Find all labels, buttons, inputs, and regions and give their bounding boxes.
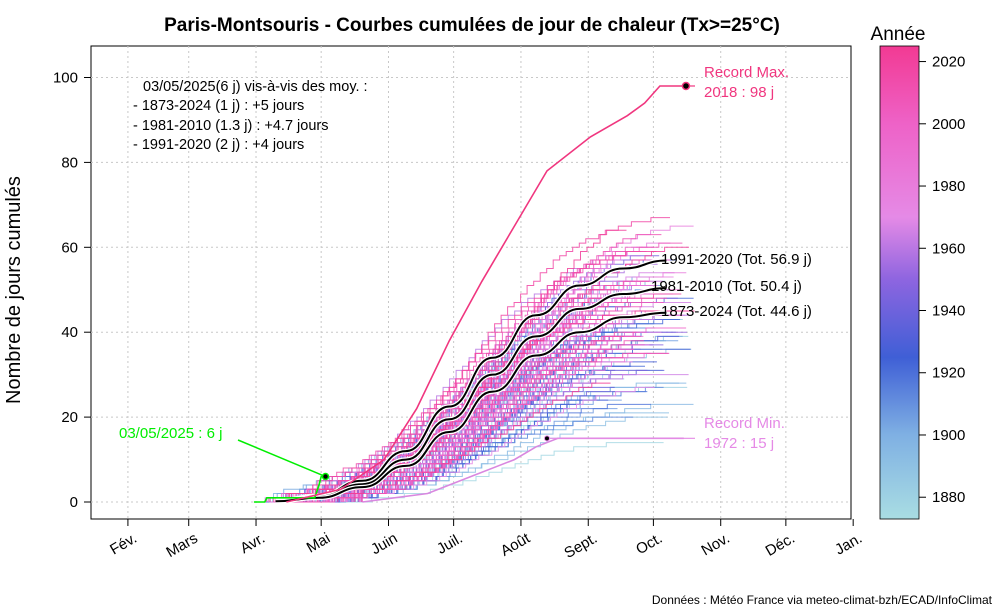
- current-marker: [321, 472, 330, 481]
- year-curve-1946: [347, 310, 671, 502]
- y-axis-label: Nombre de jours cumulés: [3, 176, 25, 404]
- year-curve-1997: [342, 314, 615, 502]
- current-leader: [237, 439, 326, 478]
- series-1873-2024: [275, 311, 667, 503]
- year-curve-1895: [305, 403, 694, 503]
- record-min-value: 1972 : 15 j: [704, 435, 774, 452]
- colorbar-tick-label-1920: 1920: [932, 365, 965, 382]
- plot-frame: [90, 45, 852, 520]
- series-label-1991-2020: 1991-2020 (Tot. 56.9 j): [661, 251, 812, 268]
- x-tick-label-8: Oct.: [633, 530, 665, 558]
- record-min-marker: [544, 435, 550, 442]
- series-2018: [286, 85, 684, 503]
- colorbar-tick-label-1900: 1900: [932, 427, 965, 444]
- record-max-value: 2018 : 98 j: [704, 84, 774, 101]
- summary-line-2: - 1981-2010 (1.3 j) : +4.7 jours: [133, 118, 328, 134]
- record-min-label: Record Min.: [704, 415, 785, 432]
- colorbar-tick-label-2020: 2020: [932, 54, 965, 71]
- colorbar-title: Année: [871, 24, 926, 45]
- colorbar: Année 1880 1900 1920 1940 1960 1980 2000 2020: [871, 24, 965, 520]
- chart-title: Paris-Montsouris - Courbes cumulées de j…: [164, 15, 780, 36]
- year-curve-2024: [337, 382, 611, 502]
- record-max-label: Record Max.: [704, 64, 789, 81]
- colorbar-tick-label-1980: 1980: [932, 178, 965, 195]
- series-label-1873-2024: 1873-2024 (Tot. 44.6 j): [661, 303, 812, 320]
- x-tick-label-7: Sept.: [561, 530, 600, 562]
- x-tick-label-11: Jan.: [832, 530, 865, 559]
- current-annotation: 03/05/2025 : 6 j: [119, 425, 222, 442]
- x-tick-label-0: Fév.: [107, 530, 140, 559]
- summary-line-0: 03/05/2025(6 j) vis-à-vis des moy. :: [143, 79, 368, 95]
- x-tick-label-9: Nov.: [698, 530, 732, 560]
- yearly-curves: [264, 217, 695, 503]
- plot-area: [90, 45, 852, 520]
- series-curves: [253, 85, 684, 504]
- colorbar-tick-label-1960: 1960: [932, 240, 965, 257]
- x-tick-label-10: Déc.: [763, 530, 798, 560]
- y-tick-label-40: 40: [61, 324, 78, 341]
- x-tick-label-2: Avr.: [237, 530, 268, 558]
- x-tick-label-5: Juil.: [434, 530, 466, 558]
- y-tick-label-0: 0: [70, 494, 78, 511]
- y-tick-label-60: 60: [61, 239, 78, 256]
- year-curve-2011: [288, 331, 637, 503]
- x-tick-label-1: Mars: [163, 530, 200, 561]
- markers: [237, 81, 695, 481]
- colorbar-gradient: [879, 45, 920, 520]
- year-curve-2016: [266, 217, 670, 502]
- record-max-marker: [681, 81, 691, 91]
- series-labels: 1991-2020 (Tot. 56.9 j) 1981-2010 (Tot. …: [651, 251, 812, 320]
- summary-line-3: - 1991-2020 (2 j) : +4 jours: [133, 137, 304, 153]
- year-curve-1970: [283, 386, 655, 503]
- series-1981-2010: [275, 287, 667, 502]
- colorbar-tick-label-1940: 1940: [932, 303, 965, 320]
- x-tick-label-6: Août: [498, 529, 534, 560]
- year-curve-1983: [285, 352, 670, 503]
- x-tick-label-3: Mai: [304, 530, 333, 557]
- data-source: Données : Météo France via meteo-climat-…: [652, 593, 993, 607]
- record-min-annotation: Record Min. 1972 : 15 j: [704, 415, 785, 452]
- series-label-1981-2010: 1981-2010 (Tot. 50.4 j): [651, 278, 802, 295]
- x-tick-label-4: Juin: [368, 530, 400, 558]
- colorbar-tick-label-1880: 1880: [932, 489, 965, 506]
- y-axis: 0 20 40 60 80 100: [53, 70, 91, 511]
- summary-annotation: 03/05/2025(6 j) vis-à-vis des moy. : - 1…: [133, 79, 368, 153]
- x-axis: Fév. Mars Avr. Mai Juin Juil. Août Sept. Oct. Nov…: [107, 519, 865, 562]
- y-tick-label-100: 100: [53, 70, 78, 87]
- colorbar-tick-label-2000: 2000: [932, 116, 965, 133]
- y-tick-label-20: 20: [61, 409, 78, 426]
- current-label: 03/05/2025 : 6 j: [119, 425, 222, 442]
- colorbar-ticks: 1880 1900 1920 1940 1960 1980 2000 2020: [919, 54, 965, 506]
- summary-line-1: - 1873-2024 (1 j) : +5 jours: [133, 98, 304, 114]
- series-2025: [253, 475, 326, 503]
- y-tick-label-80: 80: [61, 154, 78, 171]
- record-max-annotation: Record Max. 2018 : 98 j: [704, 64, 789, 101]
